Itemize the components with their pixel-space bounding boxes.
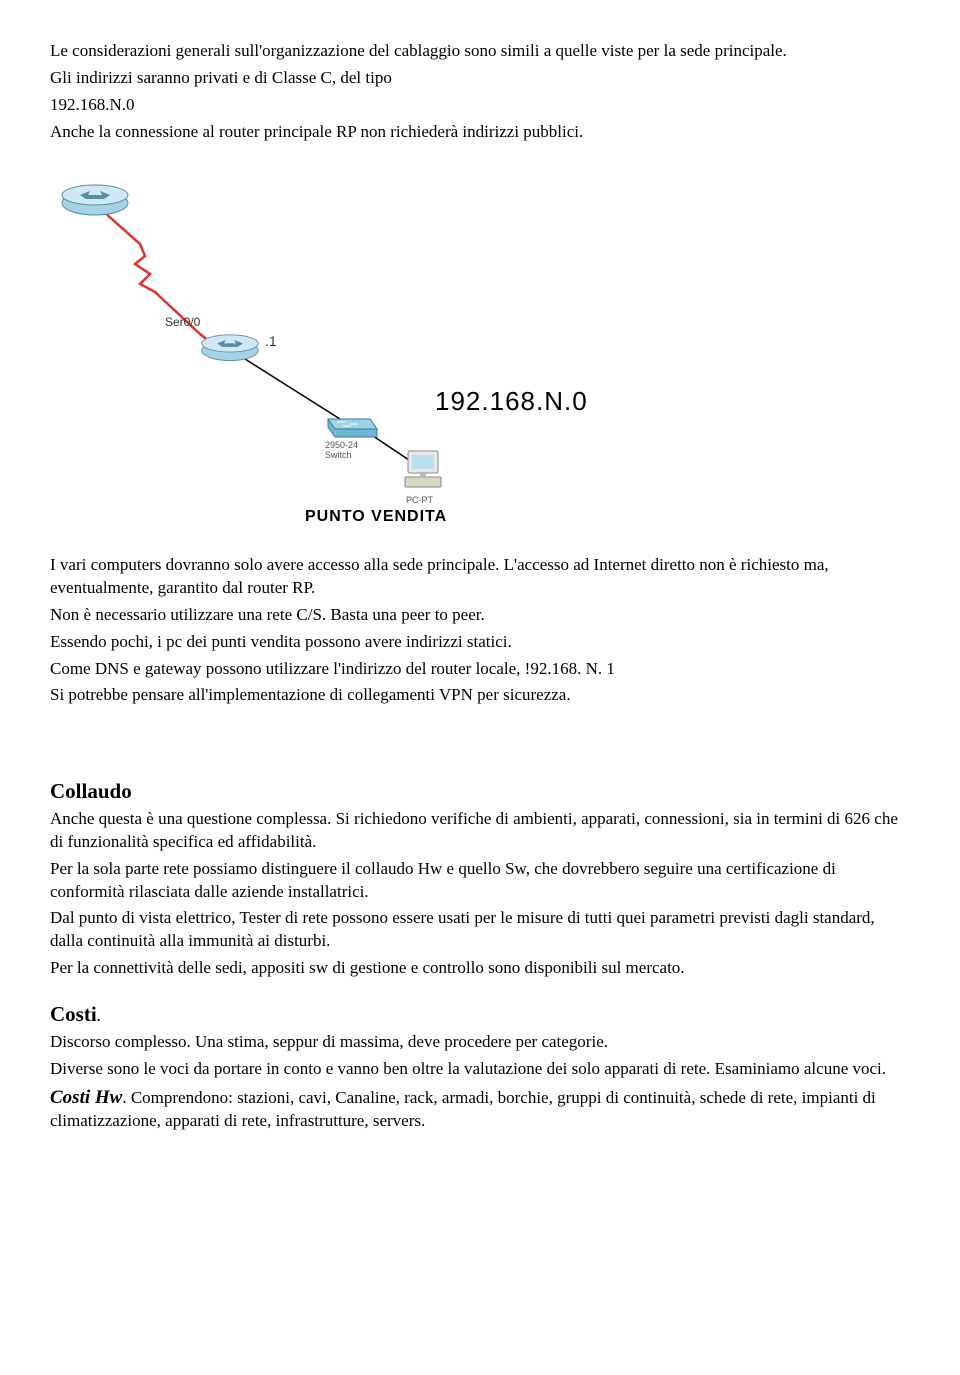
costi-hw-text: . Comprendono: stazioni, cavi, Canaline,… (50, 1088, 876, 1131)
mid-p1: I vari computers dovranno solo avere acc… (50, 554, 910, 600)
costi-title: Costi (50, 1002, 97, 1026)
dot1-label: .1 (265, 332, 277, 351)
mid-p4: Come DNS e gateway possono utilizzare l'… (50, 658, 910, 681)
diagram-links (50, 164, 610, 524)
router-top-icon (60, 179, 130, 217)
pc-icon (400, 449, 445, 494)
collaudo-p4: Per la connettività delle sedi, appositi… (50, 957, 910, 980)
serial-label: Ser0/0 (165, 314, 200, 330)
punto-vendita-label: PUNTO VENDITA (305, 506, 447, 528)
costi-p2: Diverse sono le voci da portare in conto… (50, 1058, 910, 1081)
network-diagram: Ser0/0 .1 2950-24 Switch PC-PT PUNTO VEN… (50, 164, 610, 524)
mid-p3: Essendo pochi, i pc dei punti vendita po… (50, 631, 910, 654)
intro-p2: Gli indirizzi saranno privati e di Class… (50, 67, 910, 90)
intro-p1: Le considerazioni generali sull'organizz… (50, 40, 910, 63)
pc-type-label: PC-PT (406, 494, 433, 506)
collaudo-p3: Dal punto di vista elettrico, Tester di … (50, 907, 910, 953)
costi-section: Costi. Discorso complesso. Una stima, se… (50, 1000, 910, 1133)
collaudo-section: Collaudo Anche questa è una questione co… (50, 777, 910, 980)
costi-hw-line: Costi Hw. Comprendono: stazioni, cavi, C… (50, 1085, 910, 1134)
mid-p2: Non è necessario utilizzare una rete C/S… (50, 604, 910, 627)
switch-label: Switch (325, 449, 352, 461)
collaudo-p2: Per la sola parte rete possiamo distingu… (50, 858, 910, 904)
collaudo-title: Collaudo (50, 777, 910, 805)
costi-p1: Discorso complesso. Una stima, seppur di… (50, 1031, 910, 1054)
collaudo-p1: Anche questa è una questione complessa. … (50, 808, 910, 854)
costi-hw-title: Costi Hw (50, 1087, 122, 1108)
mid-p5: Si potrebbe pensare all'implementazione … (50, 684, 910, 707)
mid-block: I vari computers dovranno solo avere acc… (50, 554, 910, 708)
intro-p3: Anche la connessione al router principal… (50, 121, 910, 144)
router-middle-icon (200, 329, 260, 363)
intro-ip: 192.168.N.0 (50, 94, 910, 117)
switch-icon (325, 409, 380, 439)
costi-dot: . (97, 1006, 101, 1025)
subnet-ip-label: 192.168.N.0 (435, 384, 588, 419)
intro-block: Le considerazioni generali sull'organizz… (50, 40, 910, 144)
